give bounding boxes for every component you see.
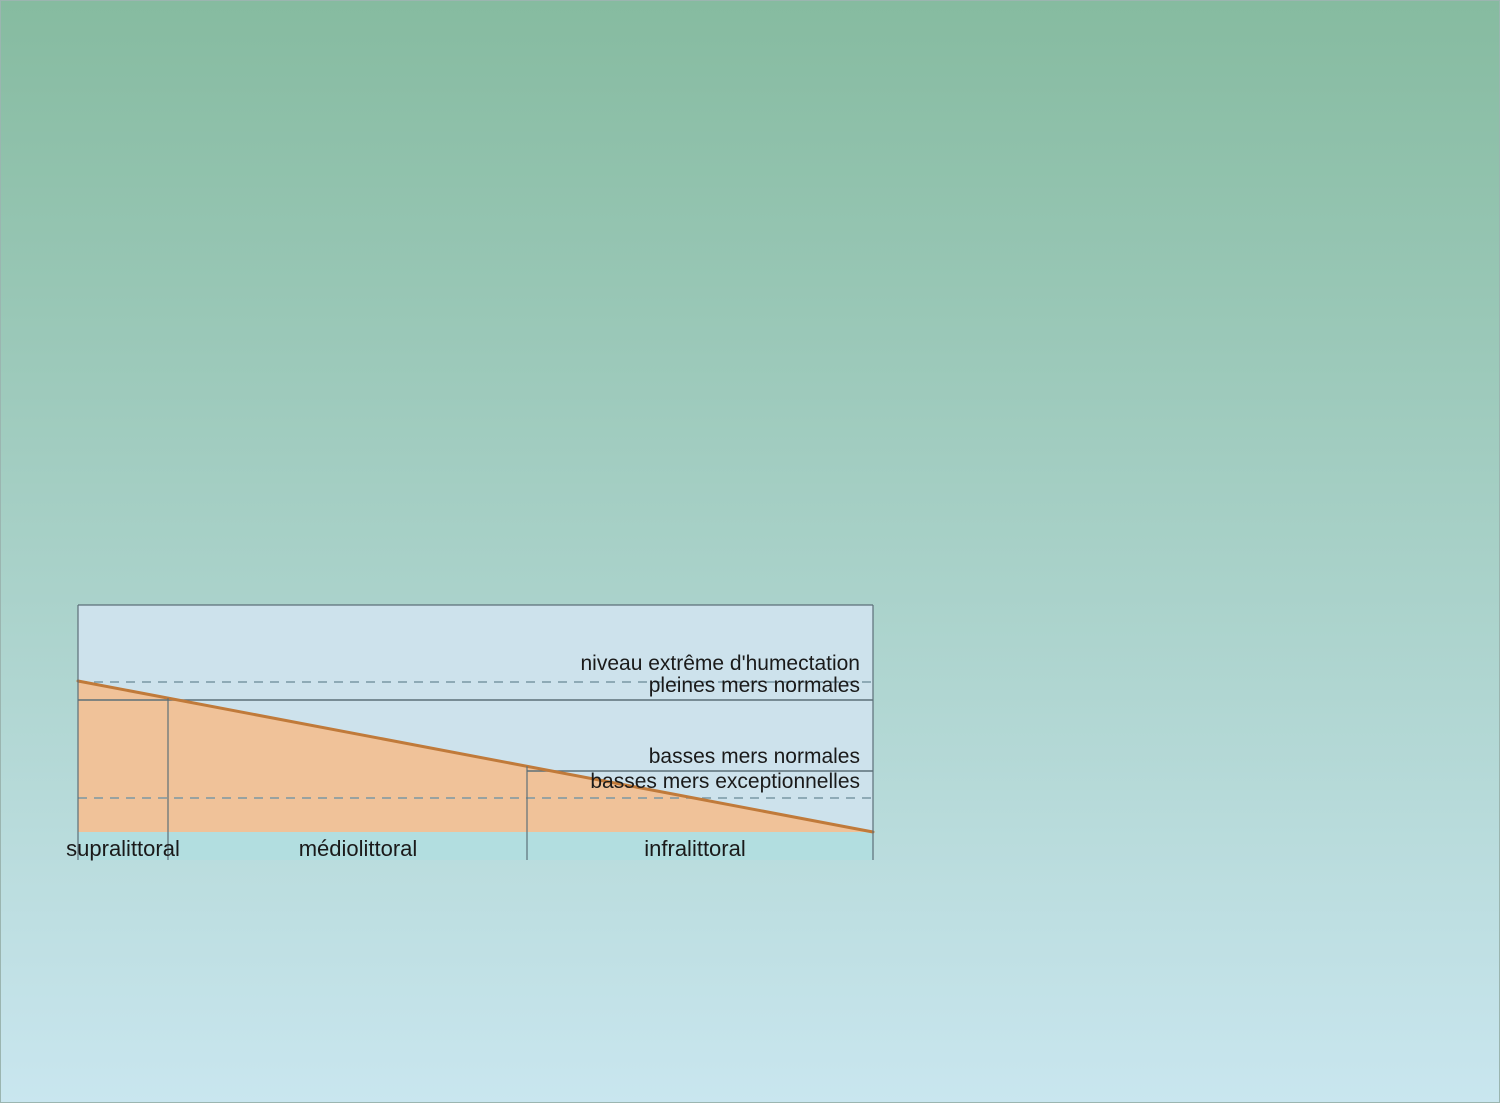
zone-label-supralittoral: supralittoral [66, 836, 180, 862]
littoral-diagram [0, 0, 1500, 1103]
label-basses_normales: basses mers normales [649, 745, 860, 769]
label-pleines_normales: pleines mers normales [649, 674, 860, 698]
zone-label-infralittoral: infralittoral [644, 836, 745, 862]
label-basses_exceptionnelles: basses mers exceptionnelles [590, 770, 860, 794]
floor-strip [78, 832, 873, 860]
label-humectation: niveau extrême d'humectation [580, 652, 860, 676]
zone-label-mediolittoral: médiolittoral [299, 836, 418, 862]
